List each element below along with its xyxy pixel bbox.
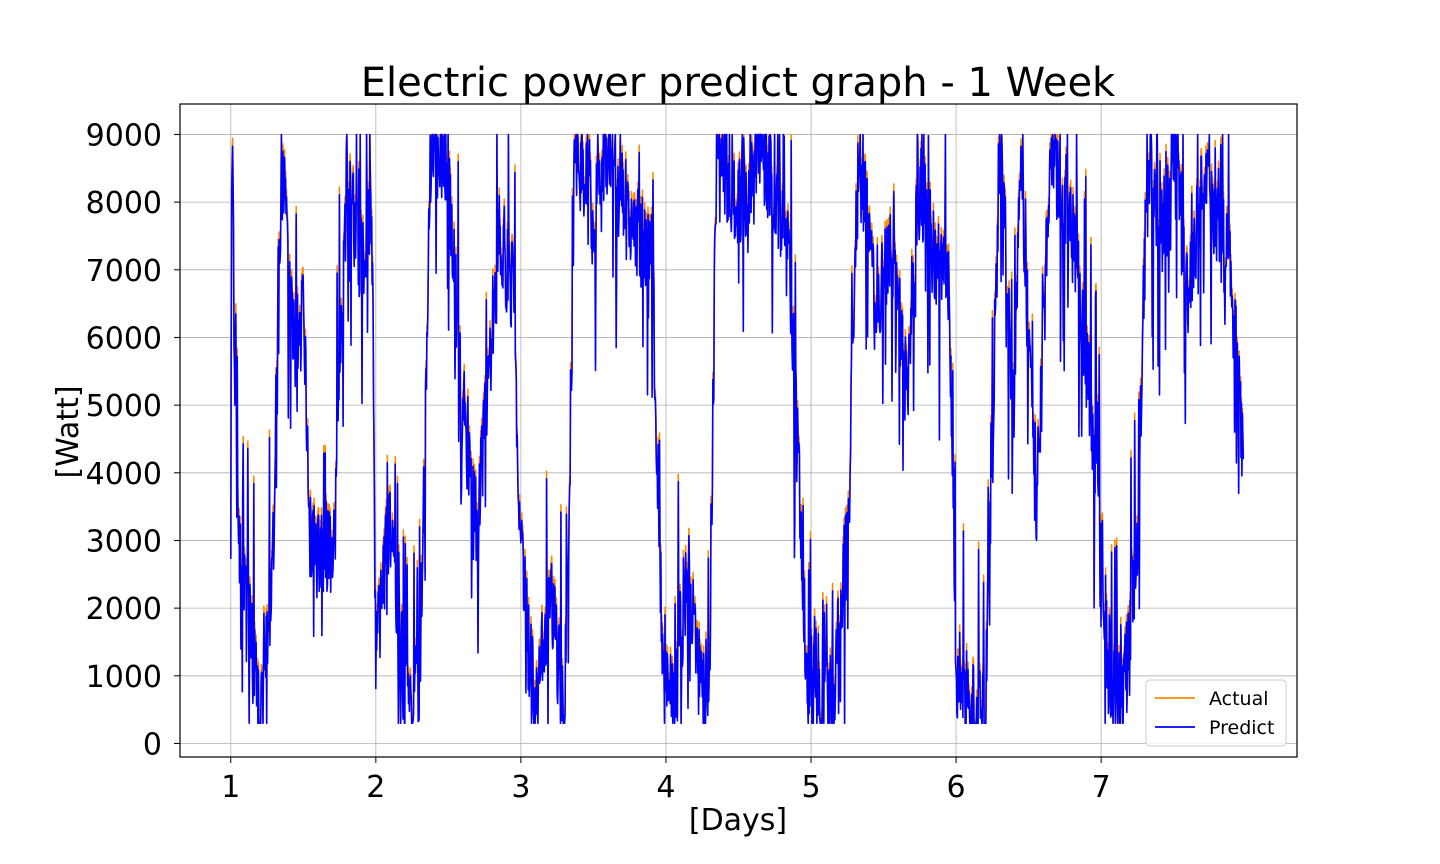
x-tick-label: 2 bbox=[366, 770, 385, 805]
y-tick-label: 4000 bbox=[86, 457, 162, 492]
series-line-predict bbox=[230, 133, 1245, 724]
x-axis-label: [Days] bbox=[689, 803, 787, 838]
legend: Actual Predict bbox=[1145, 679, 1287, 747]
legend-label: Predict bbox=[1209, 717, 1274, 739]
x-tick-label: 7 bbox=[1092, 770, 1111, 805]
x-tick-label: 4 bbox=[656, 770, 675, 805]
x-tick-label: 5 bbox=[801, 770, 820, 805]
legend-box bbox=[1145, 679, 1287, 747]
y-axis-label: [Watt] bbox=[51, 385, 86, 478]
plot-frame bbox=[179, 103, 1298, 758]
x-axis: 1 2 3 4 5 6 7 bbox=[221, 757, 1111, 805]
y-tick-label: 1000 bbox=[86, 660, 162, 695]
legend-label: Actual bbox=[1209, 688, 1269, 710]
y-tick-label: 5000 bbox=[86, 389, 162, 424]
x-tick-label: 3 bbox=[511, 770, 530, 805]
y-tick-label: 9000 bbox=[86, 118, 162, 153]
y-tick-label: 0 bbox=[143, 727, 162, 762]
chart-title: Electric power predict graph - 1 Week bbox=[361, 60, 1116, 106]
y-tick-label: 6000 bbox=[86, 321, 162, 356]
y-tick-label: 3000 bbox=[86, 524, 162, 559]
x-tick-label: 6 bbox=[947, 770, 966, 805]
y-tick-label: 2000 bbox=[86, 592, 162, 627]
x-tick-label: 1 bbox=[221, 770, 240, 805]
y-tick-label: 8000 bbox=[86, 186, 162, 221]
data-series bbox=[230, 133, 1245, 724]
y-axis: 0 1000 2000 3000 4000 5000 6000 7000 8000 9000 bbox=[86, 118, 180, 762]
y-tick-label: 7000 bbox=[86, 254, 162, 289]
